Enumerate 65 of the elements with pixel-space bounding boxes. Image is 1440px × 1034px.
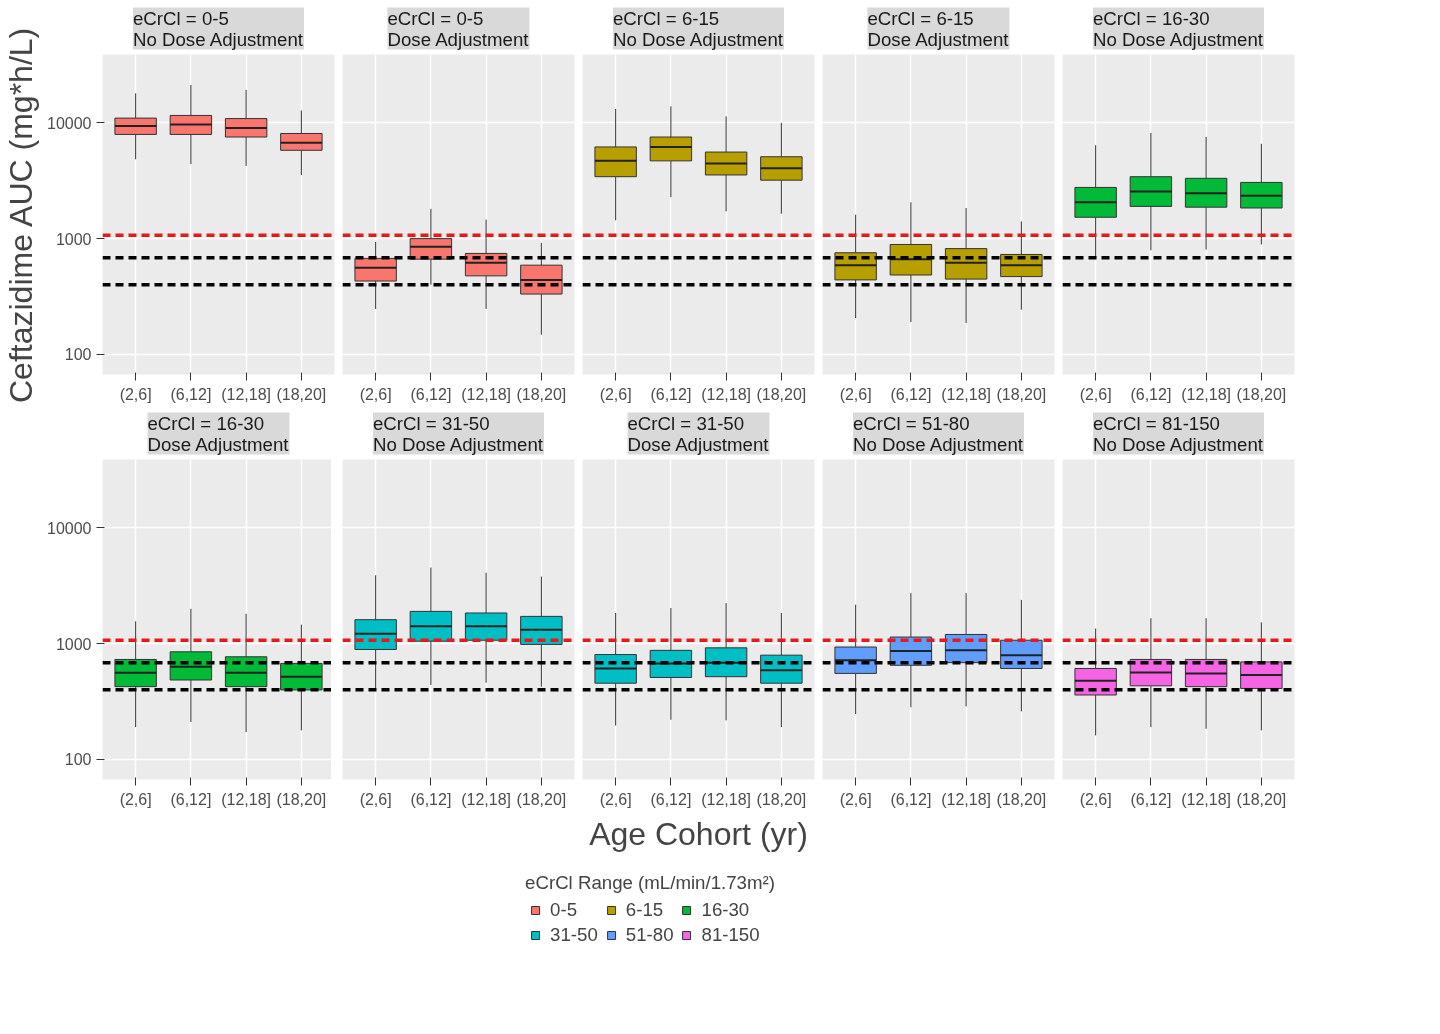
x-tick-label: (12,18]: [461, 790, 512, 808]
legend-label: 81-150: [701, 924, 760, 946]
x-tick-label: (6,12]: [890, 790, 932, 808]
x-tick-label: (12,18]: [221, 385, 272, 403]
x-tick-label: (18,20]: [756, 385, 807, 403]
x-tick-label: (6,12]: [1130, 790, 1172, 808]
x-tick-label: (18,20]: [276, 790, 327, 808]
x-tick-label: (6,12]: [170, 790, 212, 808]
legend-label: 6-15: [625, 899, 664, 921]
x-tick-label: (18,20]: [1236, 385, 1287, 403]
x-tick-label: (18,20]: [996, 790, 1047, 808]
chart-title: eCrCl = 6-15 No Dose Adjustment: [612, 7, 784, 50]
x-tick-label: (2,6]: [119, 385, 152, 403]
x-tick-label: (2,6]: [599, 385, 632, 403]
x-tick-label: (12,18]: [461, 385, 512, 403]
chart-title: eCrCl = 16-30 Dose Adjustment: [147, 412, 290, 455]
x-tick-label: (2,6]: [1079, 385, 1112, 403]
x-tick-label: (2,6]: [839, 385, 872, 403]
legend-label: 51-80: [625, 924, 674, 946]
x-tick-label: (12,18]: [221, 790, 272, 808]
legend-label: 16-30: [701, 899, 750, 921]
x-tick-label: (18,20]: [516, 790, 567, 808]
x-tick-label: (18,20]: [1236, 790, 1287, 808]
x-tick-label: (6,12]: [650, 790, 692, 808]
x-tick-label: (12,18]: [701, 385, 752, 403]
legend-label: 0-5: [550, 899, 578, 921]
x-tick-label: (6,12]: [410, 385, 452, 403]
x-tick-label: (6,12]: [410, 790, 452, 808]
chart-title: eCrCl = 0-5 No Dose Adjustment: [132, 7, 304, 50]
y-tick-label: 1000: [55, 230, 92, 248]
y-tick-label: 1000: [55, 635, 92, 653]
y-tick-label: 100: [64, 751, 92, 769]
y-tick-label: 100: [64, 346, 92, 364]
x-axis-title: Age Cohort (yr): [589, 815, 808, 852]
x-tick-label: (18,20]: [996, 385, 1047, 403]
x-tick-label: (6,12]: [170, 385, 212, 403]
y-axis-title: Ceftazidime AUC (mg*h/L): [3, 27, 40, 403]
chart-title: eCrCl = 0-5 Dose Adjustment: [387, 7, 530, 50]
chart-title: eCrCl = 16-30 No Dose Adjustment: [1092, 7, 1264, 50]
x-tick-label: (12,18]: [941, 385, 992, 403]
y-tick-label: 10000: [47, 519, 92, 537]
x-tick-label: (12,18]: [701, 790, 752, 808]
chart-title: eCrCl = 6-15 Dose Adjustment: [867, 7, 1010, 50]
x-tick-label: (2,6]: [119, 790, 152, 808]
legend-title: eCrCl Range (mL/min/1.73m²): [525, 872, 775, 894]
chart-title: eCrCl = 51-80 No Dose Adjustment: [852, 412, 1024, 455]
x-tick-label: (2,6]: [1079, 790, 1112, 808]
x-tick-label: (12,18]: [941, 790, 992, 808]
legend-label: 31-50: [550, 924, 598, 946]
x-tick-label: (18,20]: [756, 790, 807, 808]
chart-title: eCrCl = 31-50 Dose Adjustment: [627, 412, 770, 455]
x-tick-label: (2,6]: [359, 385, 392, 403]
x-tick-label: (12,18]: [1181, 790, 1232, 808]
chart-title: eCrCl = 31-50 No Dose Adjustment: [372, 412, 544, 455]
y-tick-label: 10000: [47, 114, 92, 132]
x-tick-label: (6,12]: [650, 385, 692, 403]
x-tick-label: (12,18]: [1181, 385, 1232, 403]
x-tick-label: (18,20]: [276, 385, 327, 403]
chart-title: eCrCl = 81-150 No Dose Adjustment: [1092, 412, 1264, 455]
x-tick-label: (2,6]: [599, 790, 632, 808]
x-tick-label: (18,20]: [516, 385, 567, 403]
x-tick-label: (6,12]: [890, 385, 932, 403]
x-tick-label: (2,6]: [359, 790, 392, 808]
x-tick-label: (6,12]: [1130, 385, 1172, 403]
x-tick-label: (2,6]: [839, 790, 872, 808]
